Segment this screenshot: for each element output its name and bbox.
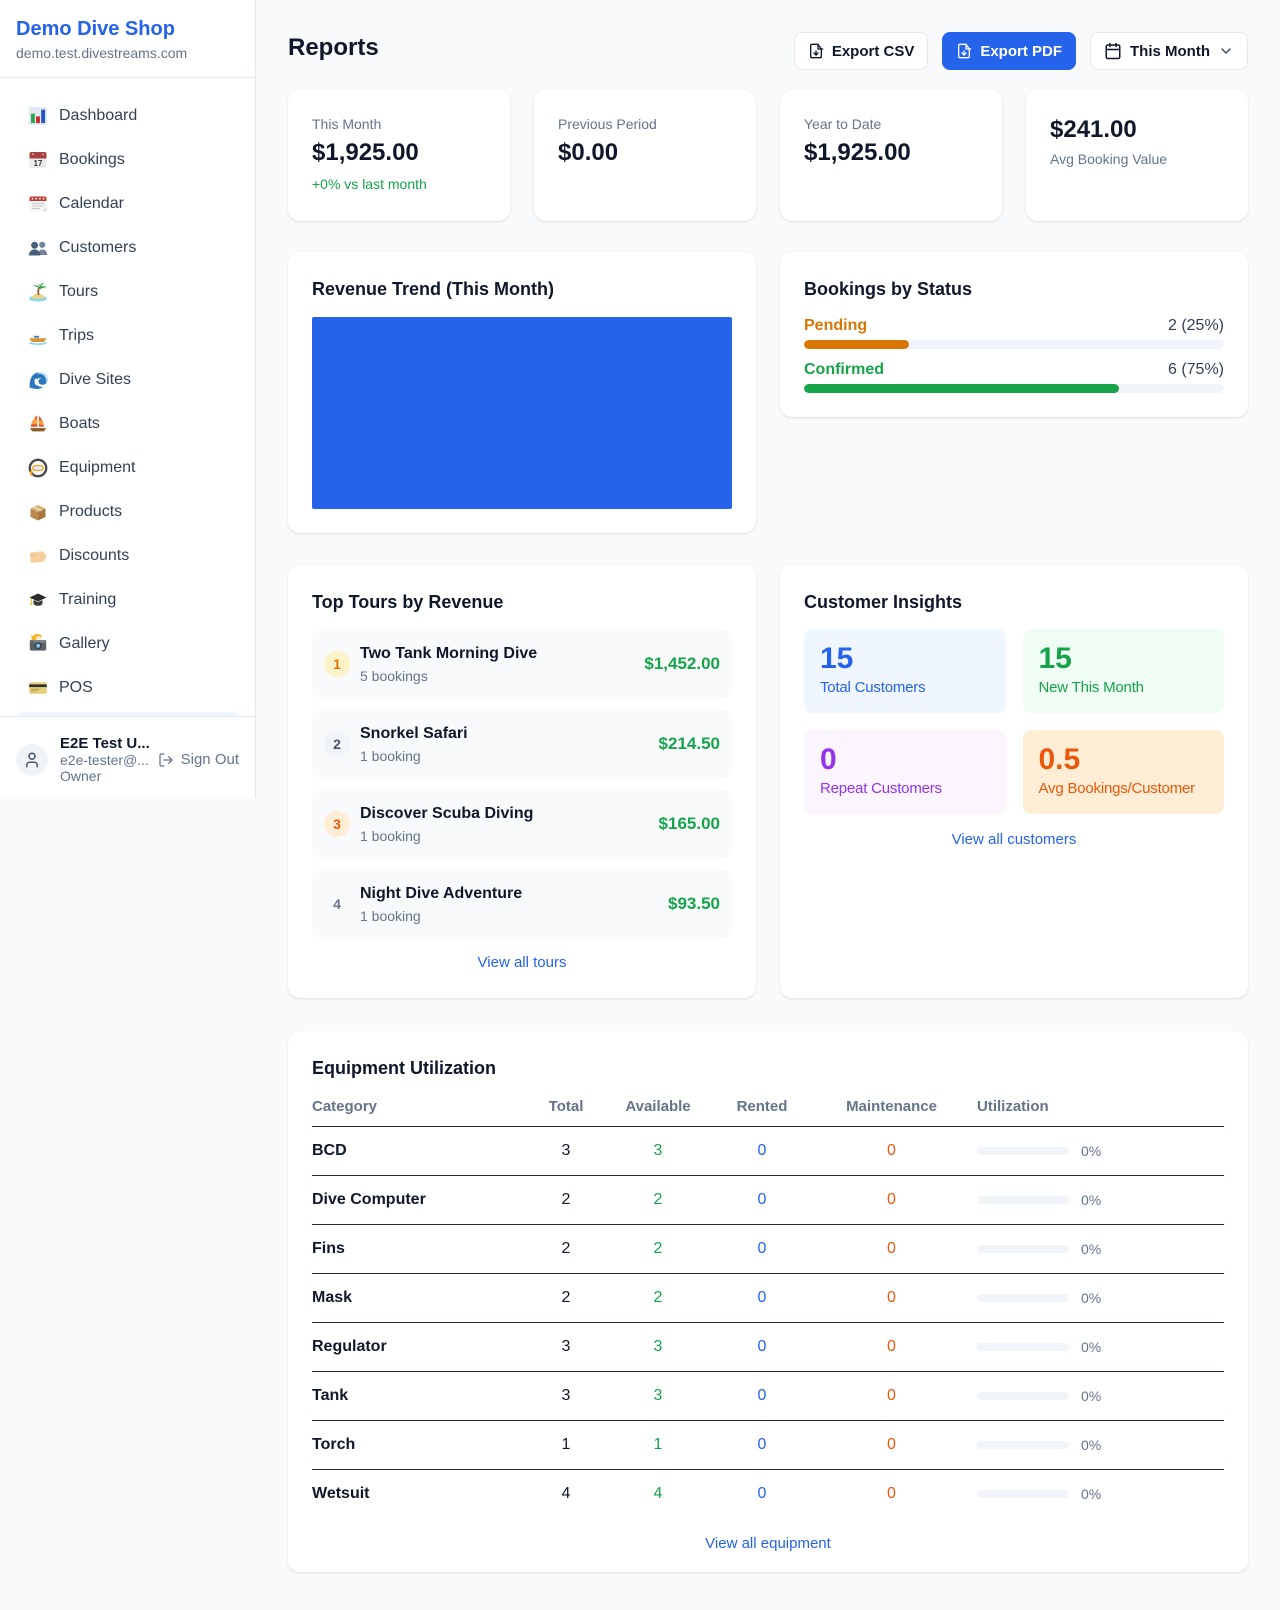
svg-text:17: 17	[34, 159, 43, 168]
